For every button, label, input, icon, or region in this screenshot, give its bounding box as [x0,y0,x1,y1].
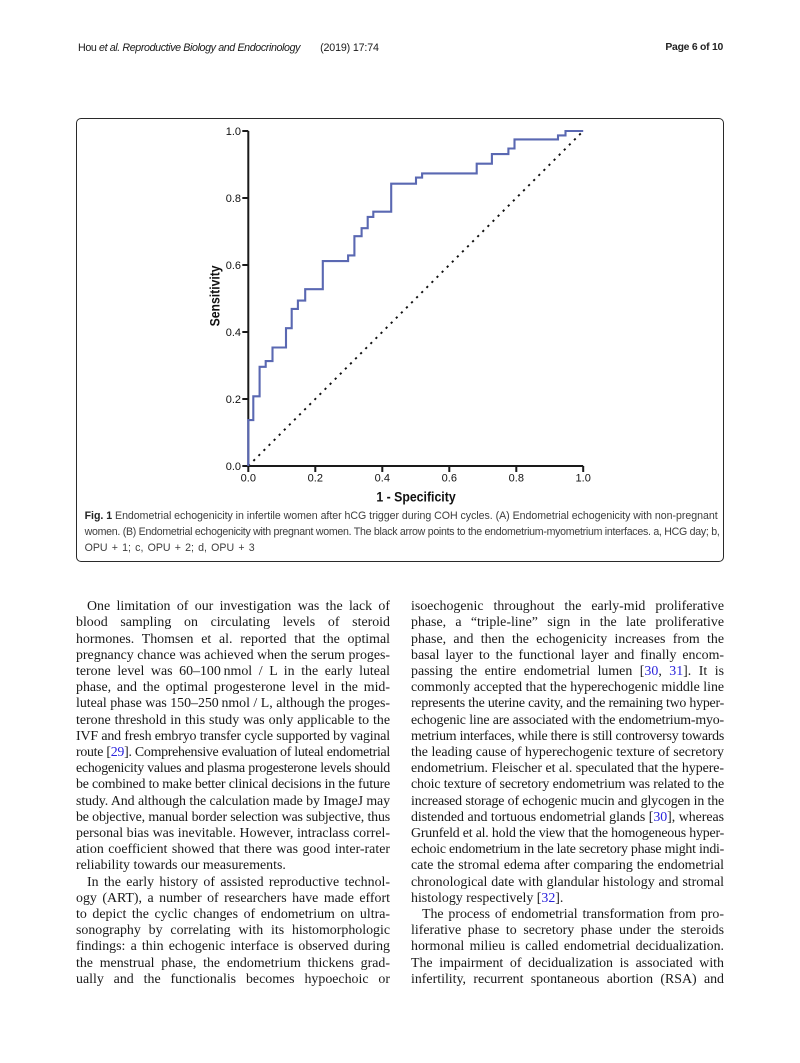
svg-text:0.8: 0.8 [225,192,240,204]
svg-text:0.6: 0.6 [225,259,240,271]
svg-text:0.8: 0.8 [508,472,523,484]
svg-text:0.2: 0.2 [225,393,240,405]
svg-text:1 - Specificity: 1 - Specificity [376,488,456,504]
svg-text:Sensitivity: Sensitivity [206,264,222,326]
svg-text:1.0: 1.0 [575,472,590,484]
svg-text:0.4: 0.4 [374,472,389,484]
svg-text:0.4: 0.4 [225,326,240,338]
svg-text:0.0: 0.0 [225,460,240,472]
svg-text:0.6: 0.6 [441,472,456,484]
svg-text:1.0: 1.0 [225,125,240,137]
svg-text:0.2: 0.2 [307,472,322,484]
svg-text:0.0: 0.0 [240,472,255,484]
